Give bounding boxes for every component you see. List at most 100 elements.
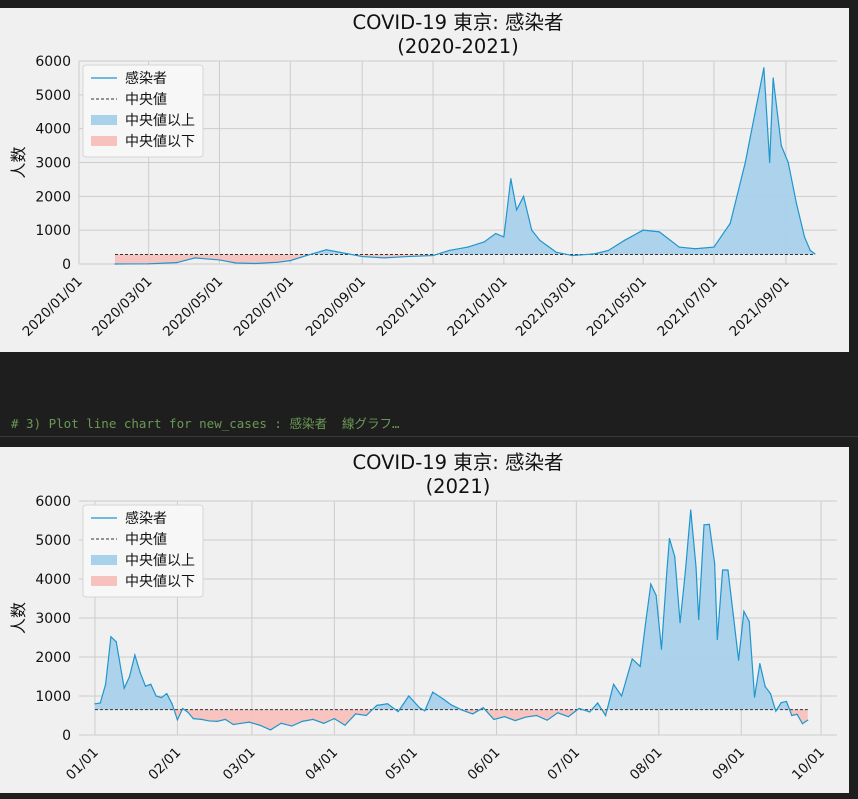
data-point	[280, 722, 282, 724]
data-point	[194, 257, 196, 259]
data-point	[150, 683, 152, 685]
data-point	[698, 618, 700, 621]
data-point	[607, 249, 609, 252]
data-point	[432, 254, 434, 257]
data-point	[291, 725, 293, 727]
series-line-new-cases	[114, 67, 816, 265]
y-axis-label: 人数	[9, 602, 28, 634]
fill-above-median	[585, 67, 815, 255]
data-point	[483, 241, 485, 243]
data-point	[510, 178, 512, 180]
data-point	[539, 239, 541, 241]
data-point	[448, 249, 450, 252]
data-point	[623, 239, 626, 241]
data-point	[269, 729, 272, 731]
data-point	[753, 696, 756, 698]
data-point	[694, 248, 696, 250]
chart-panel-2020-2021: 0 1000 2000 3000 4000 5000 6000 2020/01/01 2020/…	[0, 8, 849, 352]
data-point	[785, 700, 788, 703]
data-point	[772, 77, 774, 79]
legend-box	[82, 504, 204, 598]
data-point	[744, 161, 746, 164]
data-point	[408, 695, 410, 697]
data-point	[679, 622, 681, 624]
data-point	[94, 703, 96, 705]
data-point	[644, 623, 647, 625]
x-tick-label: 06/01	[465, 745, 504, 784]
data-point	[690, 509, 692, 511]
y-tick-label: 6000	[35, 494, 71, 510]
data-point	[240, 722, 242, 724]
series-line-new-cases	[94, 509, 809, 731]
y-tick-label: 0	[62, 257, 71, 273]
chart-subtitle: (2021)	[426, 475, 491, 498]
data-point	[305, 254, 308, 257]
fill-above-median	[607, 509, 776, 710]
y-tick-label: 6000	[35, 54, 71, 70]
y-tick-label: 1000	[35, 689, 71, 705]
data-point	[516, 209, 518, 211]
data-point	[708, 523, 710, 525]
legend-swatch-above	[91, 115, 117, 125]
data-point	[432, 691, 434, 693]
data-point	[176, 719, 179, 721]
data-point	[355, 713, 357, 715]
y-tick-label: 3000	[35, 611, 71, 627]
data-point	[276, 261, 279, 263]
fill-above-median	[399, 696, 423, 710]
legend-label-below-median: 中央値以下	[125, 134, 195, 150]
data-point	[748, 620, 750, 623]
data-point	[801, 723, 804, 725]
fill-above-median	[309, 249, 352, 255]
data-point	[495, 232, 497, 235]
y-tick-label: 4000	[35, 122, 71, 138]
y-tick-label: 5000	[35, 88, 71, 104]
data-point	[796, 713, 798, 715]
x-tick-label: 04/01	[302, 745, 341, 784]
data-point	[803, 236, 806, 238]
chart-2021: 0 1000 2000 3000 4000 5000 6000 01/01 02/01 03/01…	[9, 451, 837, 784]
data-point	[418, 707, 421, 709]
data-point	[104, 683, 107, 685]
x-tick-label: 10/01	[789, 745, 828, 784]
x-tick-label: 07/01	[544, 745, 583, 784]
data-point	[655, 594, 657, 596]
chart-title: COVID-19 東京: 感染者	[352, 11, 563, 34]
code-cell-comment[interactable]: # 3) Plot line chart for new_cases : 感染者…	[11, 416, 400, 431]
data-point	[695, 566, 697, 568]
data-point	[787, 161, 789, 164]
data-point	[208, 720, 210, 722]
data-point	[631, 658, 633, 660]
legend-label-above-median: 中央値以上	[125, 113, 195, 129]
chart-panel-2021: 0 1000 2000 3000 4000 5000 6000 01/01 02/01 03/01…	[0, 447, 849, 793]
legend-swatch-above	[91, 555, 117, 565]
data-point	[763, 67, 765, 69]
data-point	[807, 719, 809, 721]
legend-label-above-median: 中央値以上	[125, 553, 195, 569]
data-point	[467, 246, 469, 248]
x-tick-label: 2021/07/01	[654, 274, 720, 340]
data-point	[160, 696, 163, 699]
data-point	[674, 556, 676, 558]
data-point	[99, 702, 101, 704]
data-point	[325, 249, 327, 251]
legend-label-median: 中央値	[125, 92, 167, 108]
data-point	[365, 714, 367, 717]
y-tick-label: 2000	[35, 650, 71, 666]
fill-below-median	[461, 709, 480, 714]
data-point	[713, 246, 715, 248]
fill-below-median	[184, 709, 373, 730]
x-tick-label: 2021/03/01	[513, 274, 579, 340]
data-point	[605, 714, 607, 717]
data-point	[187, 711, 189, 713]
data-point	[795, 202, 797, 204]
x-tick-label: 08/01	[627, 745, 666, 784]
data-point	[809, 249, 811, 252]
data-point	[642, 229, 644, 231]
data-point	[182, 707, 184, 710]
data-point	[531, 229, 533, 231]
data-point	[461, 709, 463, 711]
data-point	[722, 569, 724, 571]
x-tick-label: 2020/03/01	[89, 274, 155, 340]
legend-label-cases: 感染者	[125, 70, 167, 87]
